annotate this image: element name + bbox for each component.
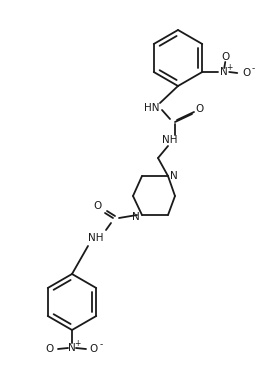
Text: -: -	[99, 341, 103, 349]
Text: O: O	[195, 104, 203, 114]
Text: O: O	[221, 52, 229, 62]
Text: O: O	[242, 68, 250, 78]
Text: O: O	[93, 201, 101, 211]
Text: N: N	[170, 171, 178, 181]
Text: N: N	[220, 67, 228, 77]
Text: O: O	[90, 344, 98, 354]
Text: N: N	[68, 343, 76, 353]
Text: NH: NH	[162, 135, 178, 145]
Text: HN: HN	[144, 103, 160, 113]
Text: NH: NH	[88, 233, 104, 243]
Text: N: N	[132, 212, 140, 222]
Text: -: -	[252, 65, 255, 73]
Text: +: +	[74, 339, 80, 349]
Text: O: O	[46, 344, 54, 354]
Text: +: +	[226, 63, 232, 73]
